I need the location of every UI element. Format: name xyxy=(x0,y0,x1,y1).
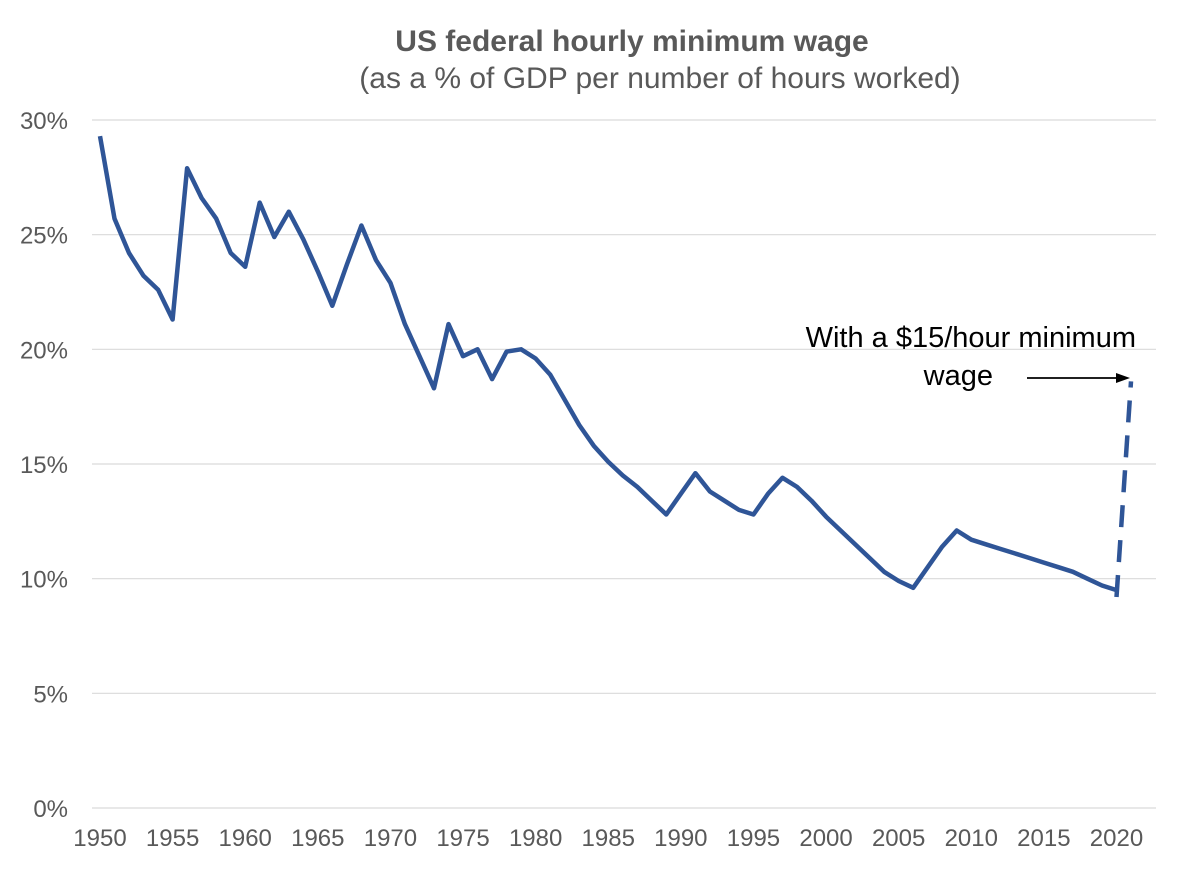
series-line-projection xyxy=(1114,381,1134,598)
y-tick-label: 15% xyxy=(20,452,68,479)
series-line-historical xyxy=(97,135,1118,593)
annotation-arrow xyxy=(1027,373,1130,383)
x-tick-label: 2000 xyxy=(799,825,852,852)
y-tick-label: 20% xyxy=(20,337,68,364)
x-tick-label: 1960 xyxy=(219,825,272,852)
annotation-line-2: wage xyxy=(923,360,993,392)
x-tick-label: 1950 xyxy=(73,825,126,852)
x-tick-label: 2020 xyxy=(1090,825,1143,852)
x-tick-label: 1980 xyxy=(509,825,562,852)
gridlines xyxy=(92,119,1156,809)
x-tick-label: 2015 xyxy=(1017,825,1070,852)
x-tick-label: 1955 xyxy=(146,825,199,852)
y-tick-label: 0% xyxy=(33,796,68,823)
chart-subtitle: (as a % of GDP per number of hours worke… xyxy=(359,62,960,95)
y-tick-label: 30% xyxy=(20,108,68,135)
x-tick-label: 2010 xyxy=(945,825,998,852)
x-tick-label: 2005 xyxy=(872,825,925,852)
y-tick-label: 25% xyxy=(20,223,68,250)
x-tick-label: 1965 xyxy=(291,825,344,852)
annotation: With a $15/hour minimum wage xyxy=(806,322,1136,392)
annotation-line-1: With a $15/hour minimum xyxy=(806,322,1136,354)
y-tick-label: 10% xyxy=(20,567,68,594)
x-tick-label: 1995 xyxy=(727,825,780,852)
x-tick-label: 1990 xyxy=(654,825,707,852)
y-tick-label: 5% xyxy=(33,681,68,708)
x-axis-tick-labels: 1950 1955 1960 1965 1970 1975 1980 1985 1990 1995… xyxy=(73,825,1143,852)
y-axis-tick-labels: 0% 5% 10% 15% 20% 25% 30% xyxy=(20,108,68,823)
x-tick-label: 1985 xyxy=(582,825,635,852)
x-tick-label: 1975 xyxy=(436,825,489,852)
x-tick-label: 1970 xyxy=(364,825,417,852)
series-group xyxy=(97,135,1134,598)
chart-title: US federal hourly minimum wage xyxy=(395,25,868,58)
